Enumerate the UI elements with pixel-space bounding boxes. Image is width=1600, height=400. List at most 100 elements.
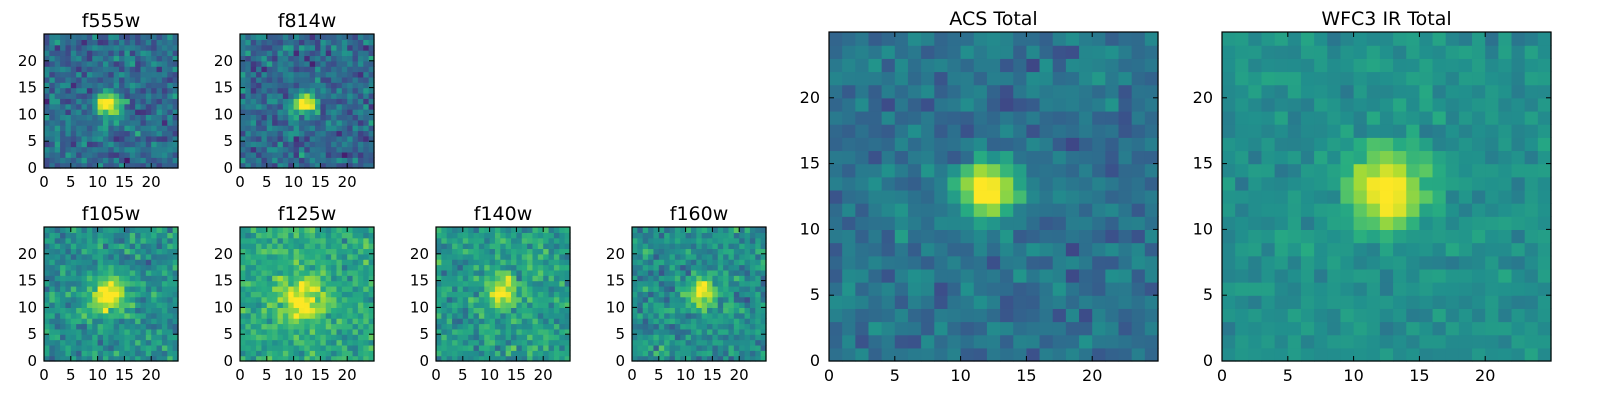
heatmap-cell: [446, 280, 453, 287]
heatmap-cell: [54, 296, 61, 303]
heatmap-cell: [637, 253, 644, 260]
heatmap-cell: [92, 248, 99, 255]
heatmap-cell: [648, 355, 655, 362]
heatmap-cell: [478, 243, 485, 250]
heatmap-cell: [1419, 203, 1434, 217]
heatmap-cell: [1222, 308, 1236, 323]
heatmap-cell: [855, 58, 870, 73]
heatmap-cell: [145, 55, 152, 62]
heatmap-cell: [102, 312, 109, 319]
heatmap-cell: [632, 269, 638, 276]
heatmap-cell: [102, 328, 109, 335]
heatmap-cell: [140, 344, 147, 351]
heatmap-cell: [733, 328, 740, 335]
heatmap-cell: [921, 334, 935, 349]
heatmap-cell: [363, 82, 370, 89]
heatmap-cell: [352, 141, 359, 148]
heatmap-cell: [277, 237, 284, 244]
heatmap-cell: [86, 34, 93, 40]
heatmap-cell: [462, 280, 469, 287]
heatmap-cell: [1000, 334, 1014, 349]
heatmap-cell: [669, 350, 676, 357]
heatmap-cell: [282, 350, 289, 357]
heatmap-cell: [347, 55, 354, 62]
heatmap-cell: [129, 87, 136, 94]
heatmap-cell: [86, 98, 93, 105]
heatmap-cell: [489, 275, 496, 282]
heatmap-cell: [240, 318, 246, 325]
heatmap-cell: [1498, 282, 1513, 296]
heatmap-cell: [632, 264, 638, 271]
heatmap-cell: [320, 125, 327, 132]
heatmap-cell: [331, 227, 338, 233]
heatmap-cell: [1013, 124, 1027, 138]
heatmap-cell: [288, 243, 295, 250]
heatmap-cell: [973, 150, 988, 165]
heatmap-cell: [960, 84, 975, 99]
heatmap-cell: [907, 229, 922, 244]
heatmap-cell: [336, 92, 343, 99]
heatmap-cell: [500, 339, 507, 346]
heatmap-cell: [102, 280, 109, 287]
heatmap-cell: [282, 98, 289, 105]
heatmap-cell: [934, 124, 949, 138]
heatmap-cell: [511, 296, 517, 303]
heatmap-cell: [1144, 347, 1159, 362]
heatmap-cell: [108, 350, 115, 357]
heatmap-cell: [505, 350, 512, 357]
heatmap-cell: [680, 339, 687, 346]
heatmap-cell: [564, 264, 571, 271]
heatmap-cell: [140, 146, 147, 153]
heatmap-cell: [680, 253, 687, 260]
heatmap-cell: [559, 312, 566, 319]
heatmap-cell: [172, 98, 179, 105]
heatmap-cell: [829, 321, 843, 336]
heatmap-cell: [500, 312, 507, 319]
heatmap-cell: [1039, 84, 1054, 99]
heatmap-cell: [108, 344, 115, 351]
heatmap-cell: [256, 76, 263, 83]
heatmap-cell: [97, 323, 104, 330]
heatmap-cell: [293, 39, 300, 46]
heatmap-cell: [336, 55, 343, 62]
heatmap-cell: [331, 55, 338, 62]
heatmap-cell: [733, 318, 740, 325]
heatmap-cell: [1498, 308, 1513, 323]
heatmap-cell: [167, 323, 174, 330]
heatmap-cell: [1118, 334, 1133, 349]
heatmap-cell: [500, 259, 507, 266]
heatmap-cell: [907, 282, 922, 296]
heatmap-cell: [304, 237, 311, 244]
heatmap-cell: [855, 295, 870, 309]
heatmap-cell: [156, 323, 163, 330]
heatmap-cell: [947, 176, 962, 191]
heatmap-cell: [363, 55, 370, 62]
heatmap-cell: [240, 227, 246, 233]
heatmap-cell: [452, 280, 459, 287]
y-tick-label: 15: [18, 79, 37, 97]
heatmap-cell: [245, 55, 252, 62]
y-tick-label: 10: [18, 105, 37, 123]
heatmap-cell: [293, 71, 300, 78]
heatmap-cell: [266, 296, 273, 303]
heatmap-cell: [1248, 334, 1263, 349]
heatmap-cell: [245, 264, 252, 271]
heatmap-cell: [336, 302, 343, 308]
heatmap-cell: [637, 334, 644, 341]
heatmap-cell: [298, 232, 305, 239]
heatmap-cell: [288, 259, 295, 266]
heatmap-cell: [637, 259, 644, 266]
heatmap-cell: [156, 162, 163, 169]
heatmap-cell: [1445, 229, 1460, 244]
heatmap-cell: [250, 135, 257, 142]
heatmap-cell: [119, 98, 125, 105]
heatmap-cell: [245, 151, 252, 158]
heatmap-cell: [352, 39, 359, 46]
heatmap-cell: [744, 248, 751, 255]
heatmap-cell: [320, 119, 327, 126]
heatmap-cell: [452, 243, 459, 250]
heatmap-cell: [717, 328, 724, 335]
heatmap-cell: [304, 285, 311, 292]
heatmap-cell: [368, 232, 375, 239]
heatmap-cell: [1052, 97, 1067, 112]
